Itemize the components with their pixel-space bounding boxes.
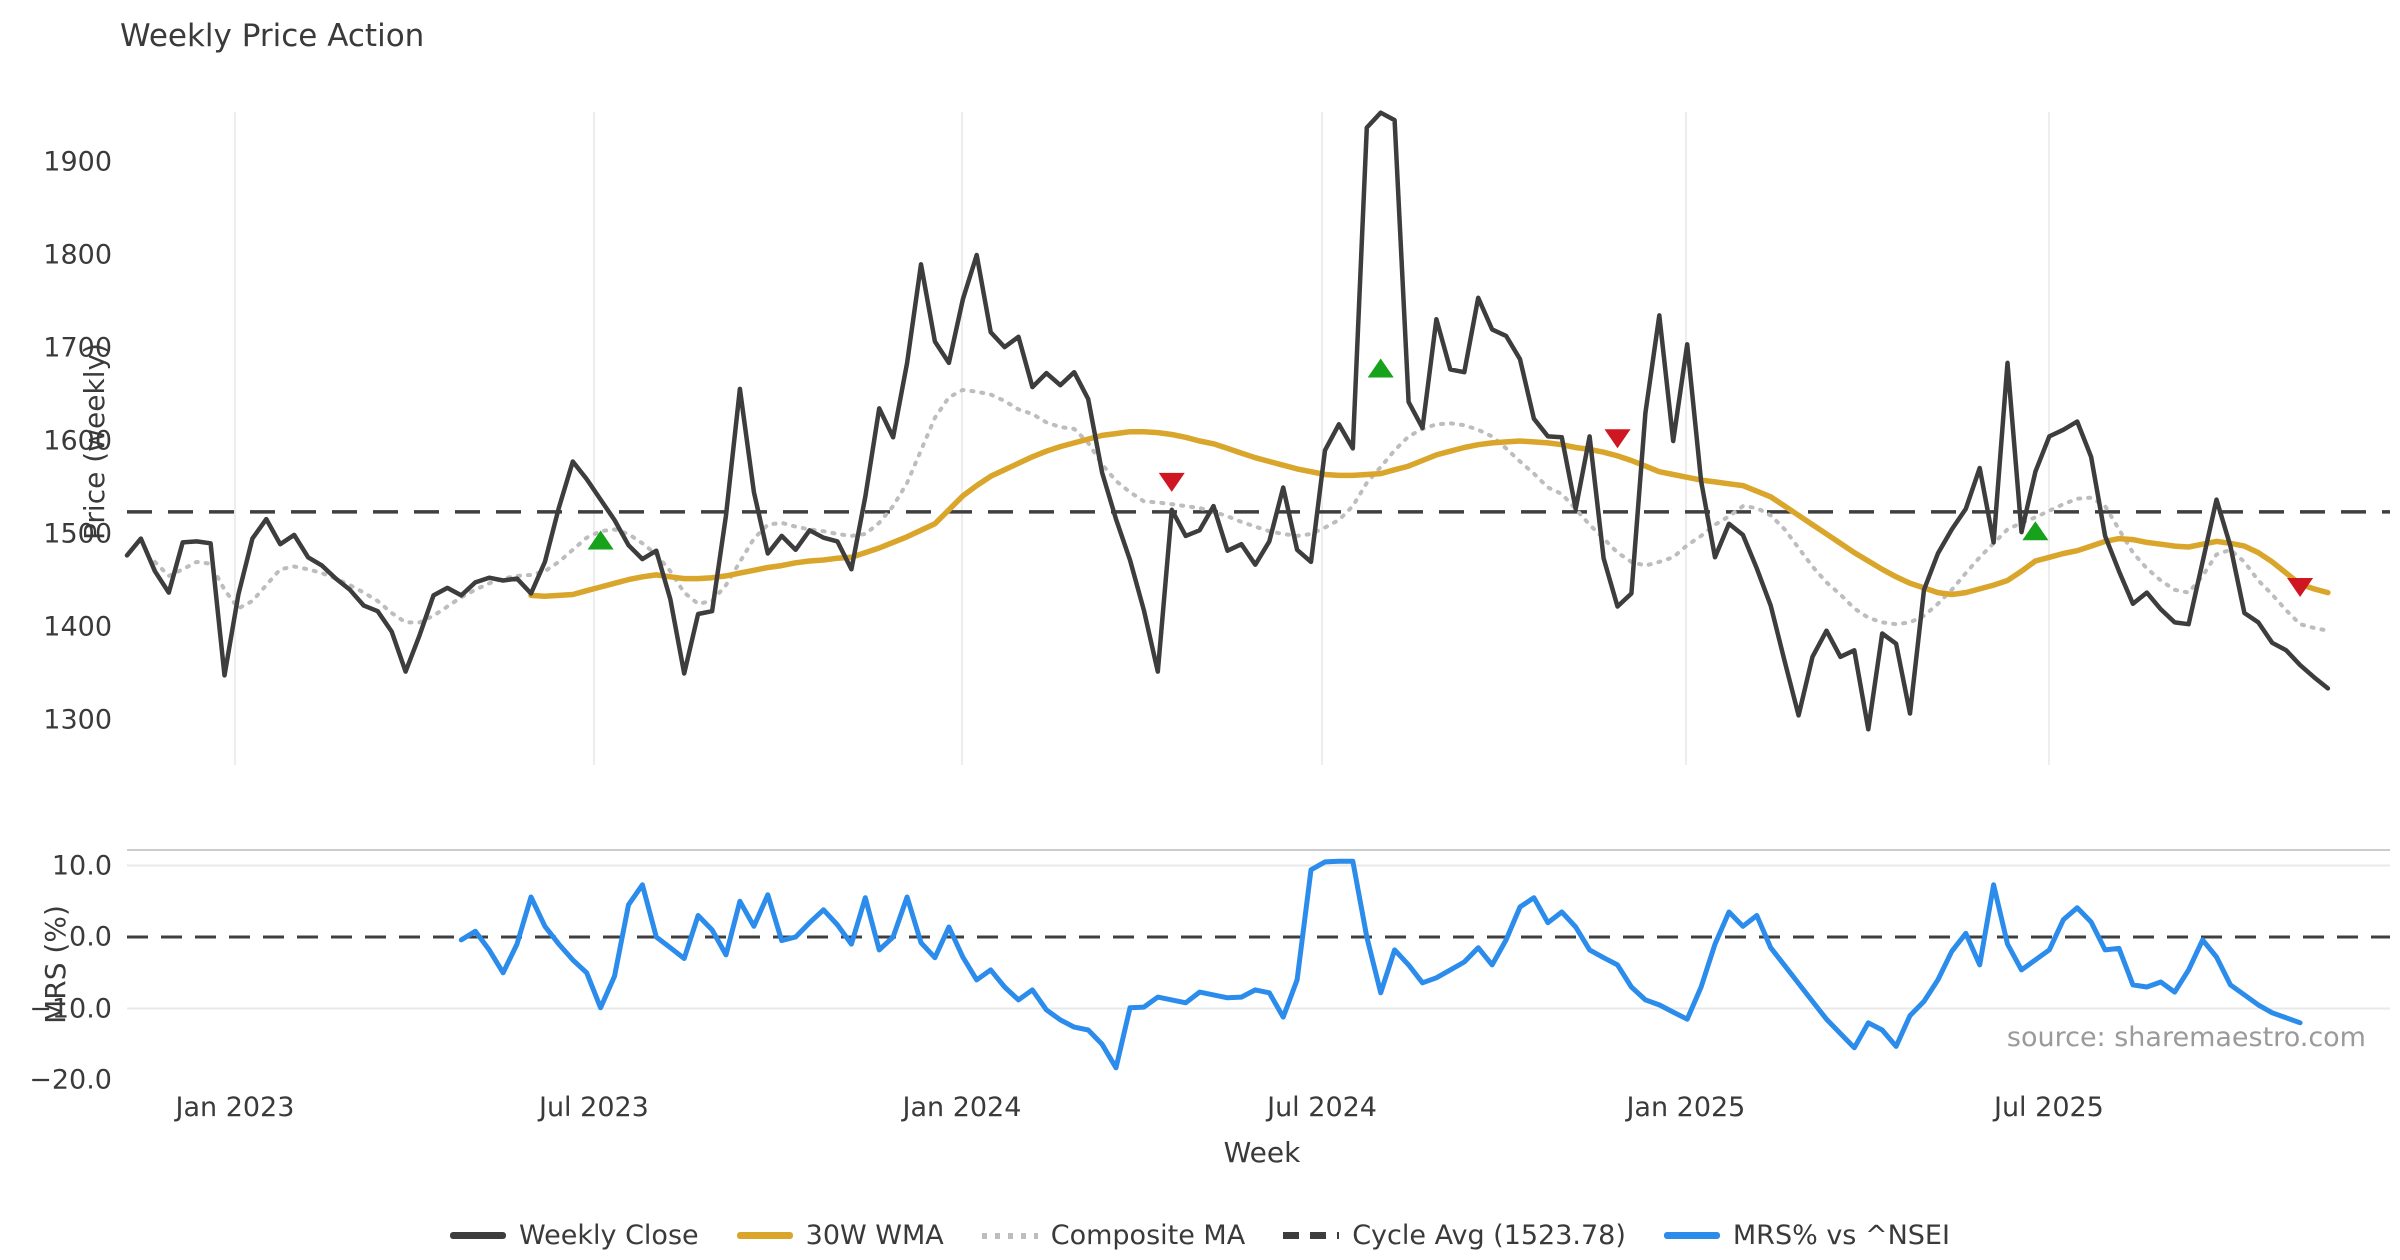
xtick-jul-2024: Jul 2024	[1267, 1092, 1377, 1123]
price-ytick-1500: 1500	[43, 518, 112, 550]
wma30-line	[528, 428, 2331, 600]
legend-label: Weekly Close	[519, 1220, 699, 1251]
mrs-ytick-10: 10.0	[51, 850, 112, 881]
xtick-jan-2025: Jan 2025	[1626, 1092, 1746, 1123]
legend-swatch-solid-icon	[736, 1232, 793, 1239]
legend-item-cycle-avg-1523-78-: Cycle Avg (1523.78)	[1283, 1220, 1626, 1251]
price-ytick-1800: 1800	[43, 239, 112, 271]
legend-swatch-dashed-icon	[1283, 1232, 1340, 1239]
xtick-jul-2023: Jul 2023	[538, 1092, 649, 1123]
xtick-jan-2023: Jan 2023	[175, 1092, 295, 1123]
legend-item-composite-ma: Composite MA	[981, 1220, 1246, 1251]
price-axis-label: Price (weekly)	[77, 343, 111, 540]
sell-marker	[1158, 472, 1185, 492]
mrs-ytick--20: −20.0	[29, 1064, 112, 1096]
xtick-jan-2024: Jan 2024	[902, 1092, 1022, 1123]
price-ytick-1300: 1300	[43, 704, 112, 736]
x-axis-title: Week	[1223, 1136, 1301, 1169]
legend-label: Cycle Avg (1523.78)	[1352, 1220, 1626, 1251]
page-title: Weekly Price Action	[120, 18, 425, 54]
source-note: source: sharemaestro.com	[2006, 1022, 2366, 1053]
legend-swatch-solid-icon	[1663, 1232, 1720, 1239]
legend-label: Composite MA	[1050, 1220, 1246, 1251]
legend-item-weekly-close: Weekly Close	[450, 1220, 699, 1251]
buy-marker	[1367, 358, 1394, 378]
weekly-close-line	[124, 110, 2331, 732]
legend-swatch-solid-icon	[450, 1232, 507, 1239]
price-ytick-1400: 1400	[43, 611, 112, 643]
mrs-ytick-0: 0.0	[69, 921, 112, 953]
legend-label: MRS% vs ^NSEI	[1732, 1220, 1950, 1251]
price-ytick-1600: 1600	[43, 425, 112, 457]
xtick-jul-2025: Jul 2025	[1993, 1092, 2104, 1123]
sell-marker	[1604, 429, 1631, 449]
buy-marker	[2022, 521, 2049, 541]
sell-marker	[2287, 578, 2314, 598]
price-ytick-1700: 1700	[43, 332, 112, 364]
mrs-axis-label: MRS (%)	[38, 905, 72, 1024]
legend-swatch-dotted-icon	[981, 1232, 1038, 1239]
legend-item-30w-wma: 30W WMA	[736, 1220, 944, 1251]
composite-ma-line	[152, 387, 2330, 633]
mrs-ytick--10: −10.0	[29, 993, 112, 1024]
price-ytick-1900: 1900	[43, 146, 112, 178]
legend-item-mrs-vs-nsei: MRS% vs ^NSEI	[1663, 1220, 1950, 1251]
legend-label: 30W WMA	[805, 1220, 944, 1251]
mrs-line	[458, 858, 2303, 1071]
buy-marker	[587, 530, 614, 550]
legend: Weekly Close 30W WMA Composite MA Cycle Avg…	[0, 1220, 2400, 1251]
